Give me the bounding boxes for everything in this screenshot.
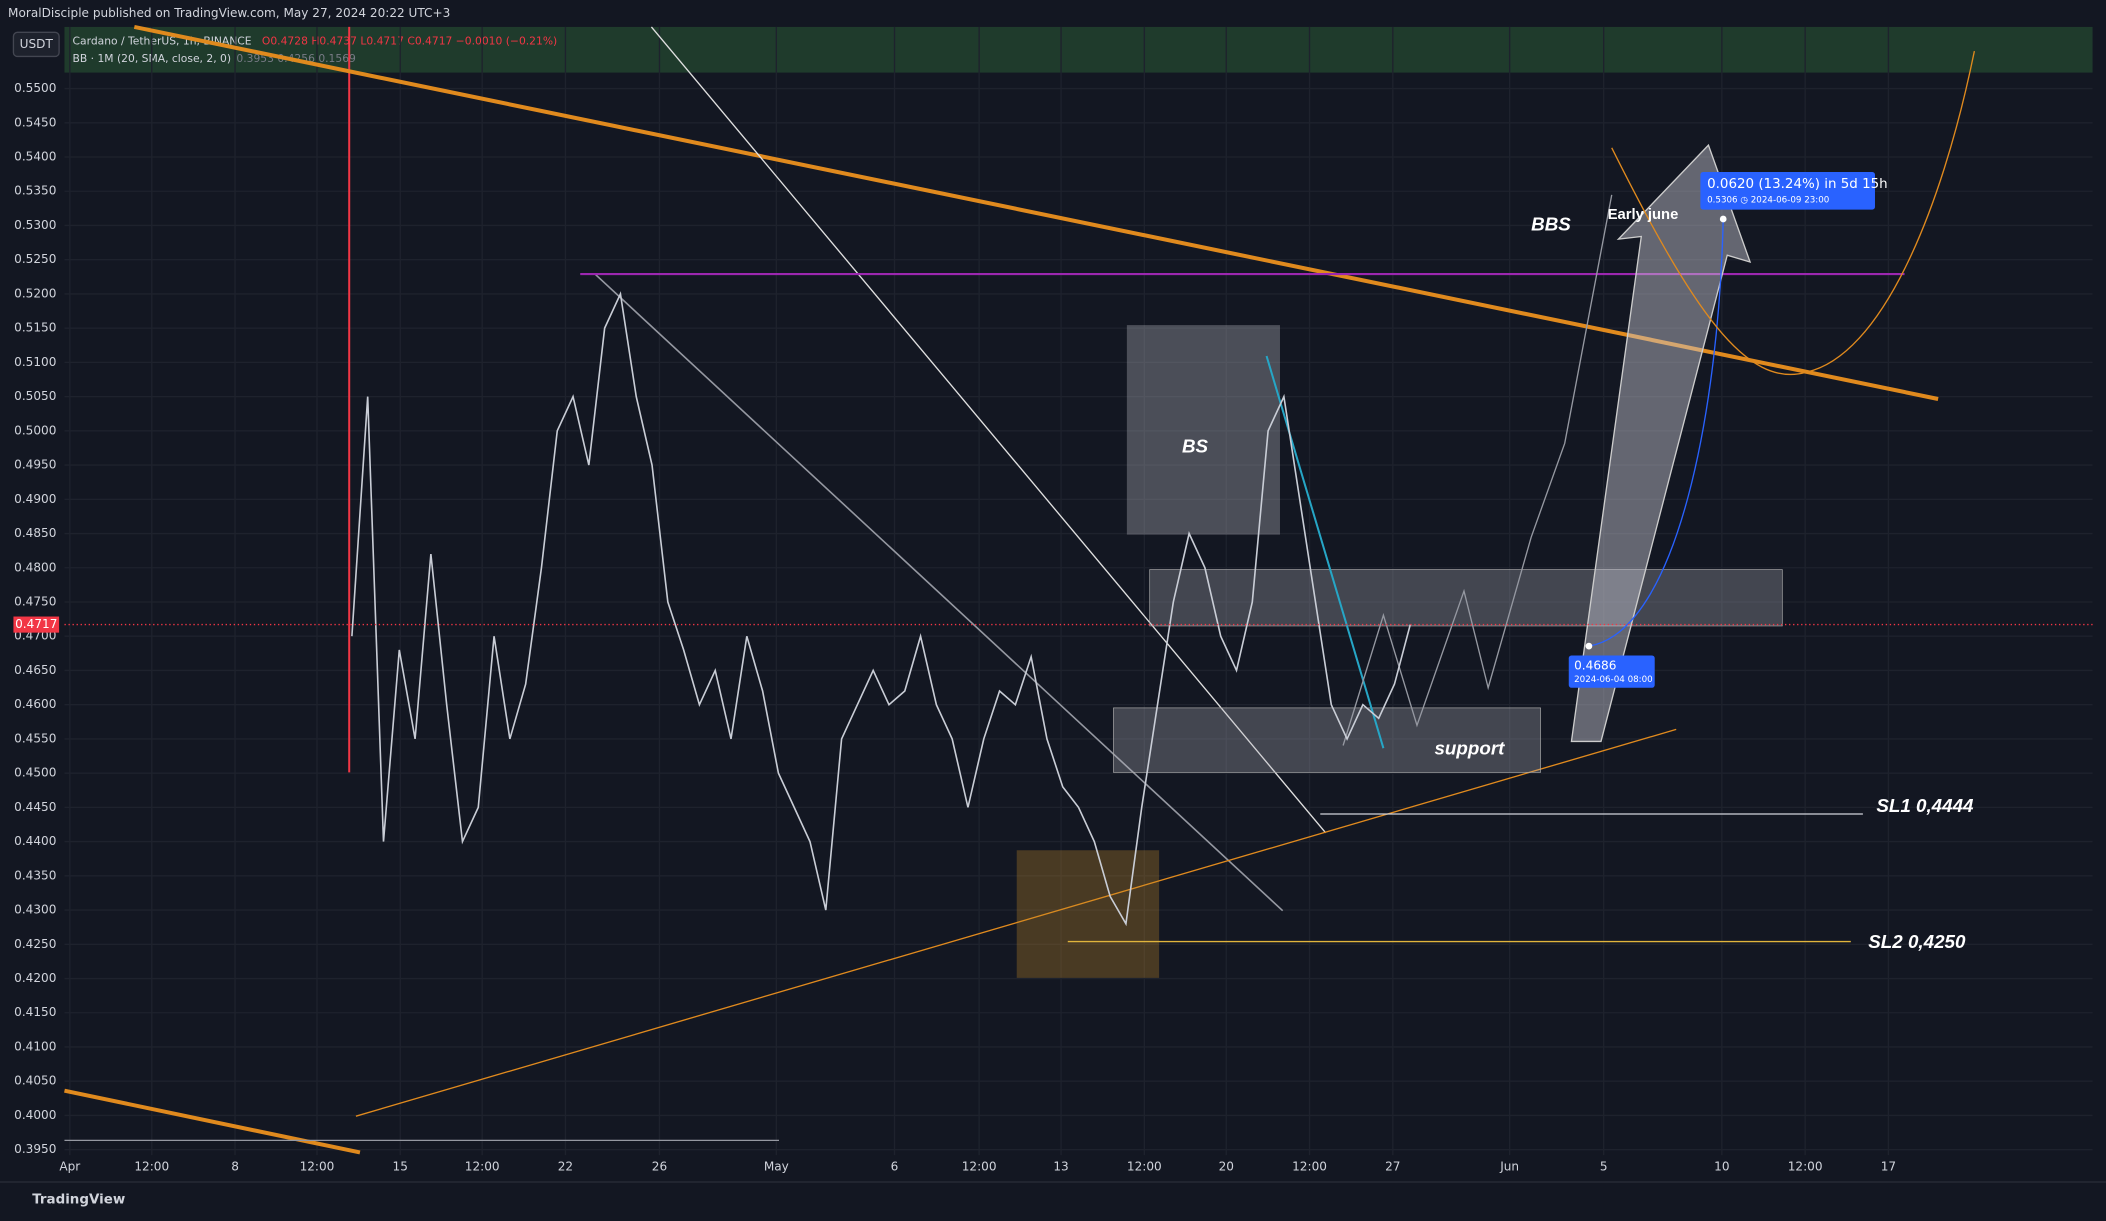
x-tick-label: 26 xyxy=(652,1160,667,1174)
plot xyxy=(64,291,2093,927)
point-date: 2024-06-04 08:00 xyxy=(1574,675,1653,685)
price-line xyxy=(351,291,1412,927)
y-tick-label: 0.4000 xyxy=(14,1108,56,1122)
x-tick-label: 10 xyxy=(1714,1160,1729,1174)
annotation: Early june xyxy=(1608,207,1679,223)
x-tick-label: 12:00 xyxy=(1788,1160,1823,1174)
currency-box xyxy=(12,31,60,58)
y-tick-label: 0.4150 xyxy=(14,1005,56,1019)
y-tick-label: 0.5450 xyxy=(14,115,56,129)
box xyxy=(1113,707,1541,773)
current-price: 0.4717 xyxy=(15,617,57,631)
y-tick-label: 0.5250 xyxy=(14,252,56,266)
y-tick-label: 0.4250 xyxy=(14,937,56,951)
point xyxy=(1719,215,1727,223)
trendline xyxy=(133,24,1939,401)
x-tick-label: 8 xyxy=(231,1160,239,1174)
y-tick-label: 0.4200 xyxy=(14,971,56,985)
y-tick-label: 0.5200 xyxy=(14,286,56,300)
trendline xyxy=(355,728,1677,1117)
annotation: SL1 0,4444 xyxy=(1876,795,1974,816)
y-tick-label: 0.5050 xyxy=(14,389,56,403)
annotation: SL2 0,4250 xyxy=(1868,931,1966,952)
annotation: BS xyxy=(1182,435,1209,456)
trendline xyxy=(594,273,1284,912)
point xyxy=(1585,642,1593,650)
y-tick-label: 0.5150 xyxy=(14,321,56,335)
x-tick-label: Apr xyxy=(59,1160,80,1174)
y-tick-label: 0.5000 xyxy=(14,423,56,437)
y-tick-label: 0.5400 xyxy=(14,150,56,164)
x-tick-label: 12:00 xyxy=(1127,1160,1162,1174)
y-tick-label: 0.4350 xyxy=(14,868,56,882)
y-tick-label: 0.4500 xyxy=(14,766,56,780)
forecast xyxy=(1588,218,1724,647)
y-tick-label: 0.4750 xyxy=(14,594,56,608)
y-tick-label: 0.4850 xyxy=(14,526,56,540)
label-box xyxy=(1568,655,1655,688)
box xyxy=(1126,325,1280,535)
y-tick-label: 0.5100 xyxy=(14,355,56,369)
x-tick-label: 12:00 xyxy=(465,1160,500,1174)
x-tick-label: 27 xyxy=(1385,1160,1400,1174)
y-tick-label: 0.4550 xyxy=(14,731,56,745)
y-tick-label: 0.4600 xyxy=(14,697,56,711)
trendline xyxy=(1265,355,1385,749)
ohlc: O0.4728 H0.4737 L0.4717 C0.4717 −0.0010 … xyxy=(262,35,557,48)
target-detail: 0.5306 ◷ 2024-06-09 23:00 xyxy=(1707,196,1829,206)
x-tick-label: Jun xyxy=(1499,1160,1519,1174)
price-tag xyxy=(13,616,60,633)
annotation: support xyxy=(1434,737,1505,758)
x-tick-label: 20 xyxy=(1219,1160,1234,1174)
x-tick-label: 17 xyxy=(1881,1160,1896,1174)
target: 0.0620 (13.24%) in 5d 15h xyxy=(1707,177,1888,192)
x-tick-label: 12:00 xyxy=(1292,1160,1327,1174)
y-tick-label: 0.4450 xyxy=(14,800,56,814)
grid xyxy=(64,26,2093,1156)
footer: TradingView xyxy=(32,1192,125,1207)
x-tick-label: 13 xyxy=(1053,1160,1068,1174)
green-band xyxy=(64,26,2093,73)
y-tick-label: 0.5350 xyxy=(14,184,56,198)
x-tick-label: 15 xyxy=(393,1160,408,1174)
trendline xyxy=(650,26,1327,834)
point-price: 0.4686 xyxy=(1574,659,1616,673)
y-tick-label: 0.4650 xyxy=(14,663,56,677)
curve xyxy=(1611,50,1976,376)
y-tick-label: 0.4050 xyxy=(14,1074,56,1088)
x-tick-label: May xyxy=(764,1160,789,1174)
x-tick-label: 6 xyxy=(891,1160,899,1174)
y-tick-label: 0.3950 xyxy=(14,1142,56,1156)
trendline xyxy=(64,1088,361,1155)
box xyxy=(1016,850,1160,978)
symbol: Cardano / TetherUS, 1h, BINANCE xyxy=(73,35,252,48)
x-tick-label: 12:00 xyxy=(962,1160,997,1174)
y-tick-label: 0.4300 xyxy=(14,903,56,917)
projection xyxy=(1342,194,1613,746)
x-tick-label: 5 xyxy=(1600,1160,1608,1174)
publisher: MoralDisciple published on TradingView.c… xyxy=(8,6,450,20)
currency: USDT xyxy=(20,37,54,51)
x-tick-label: 22 xyxy=(558,1160,573,1174)
label-box xyxy=(1700,171,1875,210)
x-tick-label: 12:00 xyxy=(300,1160,335,1174)
y-tick-label: 0.4900 xyxy=(14,492,56,506)
y-tick-label: 0.4950 xyxy=(14,458,56,472)
y-tick-label: 0.5300 xyxy=(14,218,56,232)
y-tick-label: 0.4100 xyxy=(14,1039,56,1053)
annotation: BBS xyxy=(1531,214,1571,235)
y-tick-label: 0.5500 xyxy=(14,81,56,95)
x-tick-label: 12:00 xyxy=(134,1160,169,1174)
y-tick-label: 0.4800 xyxy=(14,560,56,574)
y-tick-label: 0.4400 xyxy=(14,834,56,848)
